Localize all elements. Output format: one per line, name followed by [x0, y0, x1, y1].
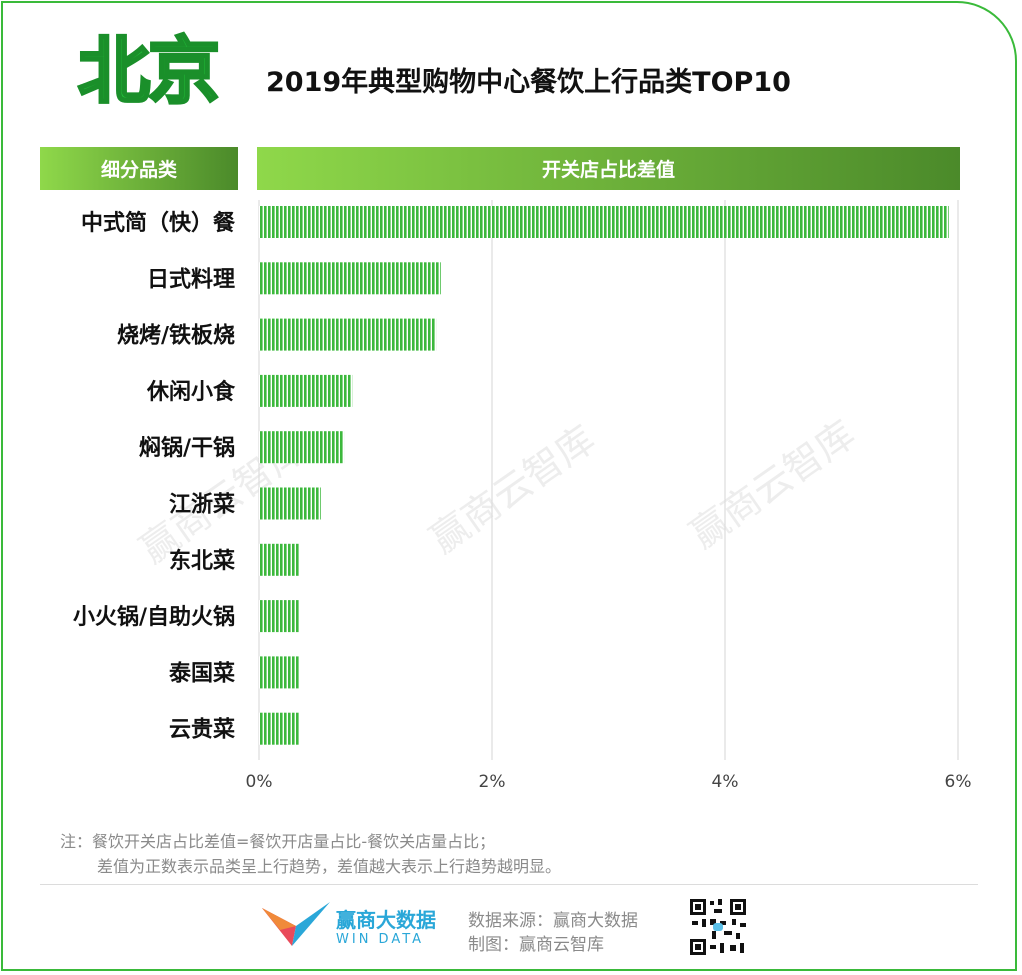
brand-name-en: WIN DATA — [336, 932, 425, 947]
x-tick-label-1: 2% — [479, 772, 506, 792]
bar-chart: 赢商云智库 赢商云智库 赢商云智库 中式简（快）餐日式料理烧烤/铁板烧休闲小食焖锅/… — [73, 200, 972, 792]
category-label-9: 云贵菜 — [169, 718, 235, 743]
chart-title: 2019年典型购物中心餐饮上行品类TOP10 — [266, 67, 791, 98]
category-label-4: 焖锅/干锅 — [139, 435, 235, 461]
qr-code-icon — [688, 897, 748, 957]
bar-7 — [259, 600, 300, 633]
divider — [40, 884, 978, 885]
bar-0 — [259, 206, 949, 238]
header-category: 细分品类 — [40, 147, 238, 190]
x-tick-label-0: 0% — [246, 772, 273, 792]
bar-1 — [259, 262, 441, 295]
category-label-8: 泰国菜 — [168, 661, 235, 686]
bar-6 — [259, 543, 300, 576]
bar-3 — [259, 374, 353, 407]
bar-2 — [259, 318, 437, 351]
city-label: 北京 — [76, 28, 221, 115]
note-line-1: 注：餐饮开关店占比差值=餐饮开店量占比-餐饮关店量占比； — [60, 832, 496, 851]
bar-5 — [259, 487, 321, 520]
watermark-2: 赢商云智库 — [682, 412, 863, 557]
note-line-2: 差值为正数表示品类呈上行趋势，差值越大表示上行趋势越明显。 — [97, 857, 562, 876]
category-labels: 中式简（快）餐日式料理烧烤/铁板烧休闲小食焖锅/干锅江浙菜东北菜小火锅/自助火锅… — [73, 210, 236, 743]
brand-name-cn: 赢商大数据 — [336, 908, 436, 932]
header-value: 开关店占比差值 — [257, 147, 960, 190]
watermarks: 赢商云智库 赢商云智库 赢商云智库 — [132, 412, 863, 572]
data-source: 数据来源：赢商大数据 — [468, 911, 638, 931]
watermark-1: 赢商云智库 — [422, 417, 603, 562]
chart-maker: 制图：赢商云智库 — [468, 935, 604, 955]
x-tick-label-3: 6% — [945, 772, 972, 792]
category-label-5: 江浙菜 — [169, 493, 235, 518]
bar-4 — [259, 431, 345, 464]
category-label-3: 休闲小食 — [146, 379, 236, 405]
bars — [259, 206, 949, 745]
category-label-1: 日式料理 — [147, 267, 235, 292]
x-tick-labels: 0% 2% 4% 6% — [246, 772, 972, 792]
category-label-6: 东北菜 — [169, 548, 235, 574]
category-label-7: 小火锅/自助火锅 — [73, 604, 235, 630]
bar-9 — [259, 712, 300, 745]
bar-8 — [259, 656, 300, 689]
windata-logo-icon — [262, 902, 330, 946]
x-tick-label-2: 4% — [712, 772, 739, 792]
category-label-0: 中式简（快）餐 — [81, 210, 236, 236]
category-label-2: 烧烤/铁板烧 — [117, 323, 235, 349]
